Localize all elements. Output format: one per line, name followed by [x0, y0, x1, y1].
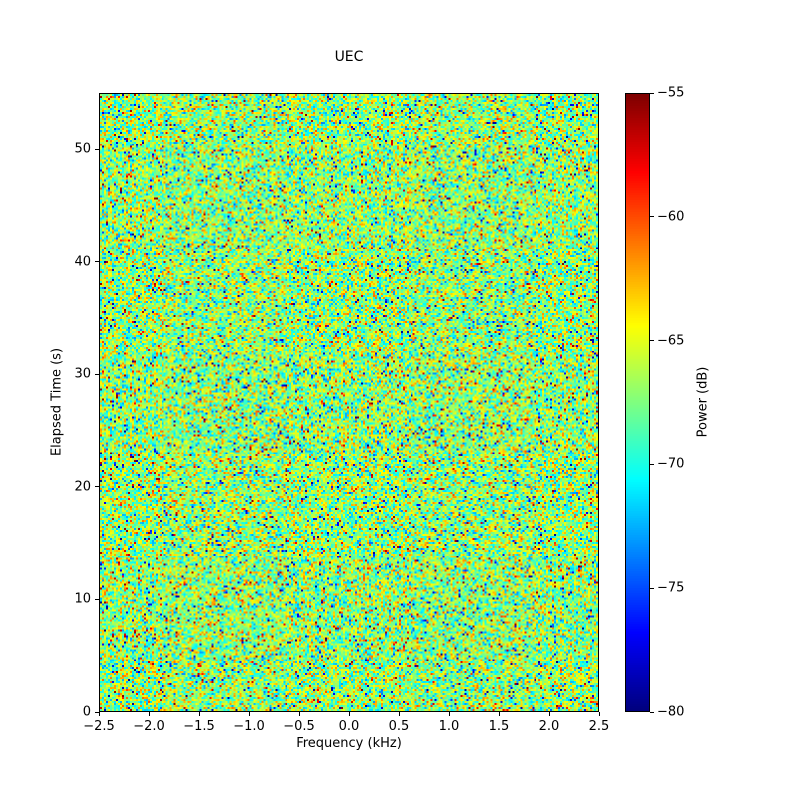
x-tick-label: 2.0: [538, 719, 560, 734]
colorbar-gradient-canvas: [626, 94, 649, 711]
y-axis-label: Elapsed Time (s): [49, 347, 65, 457]
x-tick-mark: [198, 712, 200, 716]
colorbar-tick-label: −60: [657, 209, 685, 225]
colorbar: [625, 93, 650, 712]
colorbar-tick-mark: [650, 340, 654, 342]
colorbar-tick-mark: [650, 92, 654, 94]
colorbar-tick-label: −65: [657, 333, 685, 349]
colorbar-tick-label: −55: [657, 85, 685, 101]
colorbar-tick-label: −80: [657, 704, 685, 720]
colorbar-label: Power (dB): [695, 366, 711, 438]
x-tick-mark: [448, 712, 450, 716]
colorbar-tick-mark: [650, 587, 654, 589]
x-tick-mark: [248, 712, 250, 716]
colorbar-tick-label: −70: [657, 456, 685, 472]
x-tick-label: 0.0: [338, 719, 360, 734]
y-tick-mark: [95, 598, 99, 600]
x-tick-label: −0.5: [283, 719, 315, 734]
x-tick-mark: [298, 712, 300, 716]
y-tick-mark: [95, 486, 99, 488]
y-tick-label: 20: [74, 479, 91, 495]
x-tick-label: 0.5: [388, 719, 410, 734]
y-tick-mark: [95, 711, 99, 713]
y-tick-mark: [95, 261, 99, 263]
x-tick-mark: [498, 712, 500, 716]
x-tick-mark: [398, 712, 400, 716]
x-tick-mark: [348, 712, 350, 716]
x-tick-label: −1.5: [183, 719, 215, 734]
y-tick-mark: [95, 373, 99, 375]
y-tick-label: 50: [74, 141, 91, 157]
x-tick-mark: [98, 712, 100, 716]
spectrogram-heatmap-canvas: [100, 94, 598, 711]
colorbar-tick-mark: [650, 711, 654, 713]
colorbar-tick-label: −75: [657, 580, 685, 596]
colorbar-tick-mark: [650, 216, 654, 218]
x-tick-label: 1.5: [488, 719, 510, 734]
colorbar-tick-mark: [650, 463, 654, 465]
y-tick-label: 0: [82, 704, 91, 720]
plot-title: UEC: [334, 49, 364, 65]
x-tick-mark: [598, 712, 600, 716]
spectrogram-plot-area: [99, 93, 599, 712]
x-tick-mark: [148, 712, 150, 716]
x-tick-label: 1.0: [438, 719, 460, 734]
x-axis-label: Frequency (kHz): [296, 736, 402, 751]
x-tick-mark: [548, 712, 550, 716]
x-tick-label: −1.0: [233, 719, 265, 734]
y-tick-label: 40: [74, 254, 91, 270]
x-tick-label: −2.0: [133, 719, 165, 734]
y-tick-mark: [95, 148, 99, 150]
x-tick-label: −2.5: [83, 719, 115, 734]
y-tick-label: 10: [74, 591, 91, 607]
y-tick-label: 30: [74, 366, 91, 382]
x-tick-label: 2.5: [588, 719, 610, 734]
